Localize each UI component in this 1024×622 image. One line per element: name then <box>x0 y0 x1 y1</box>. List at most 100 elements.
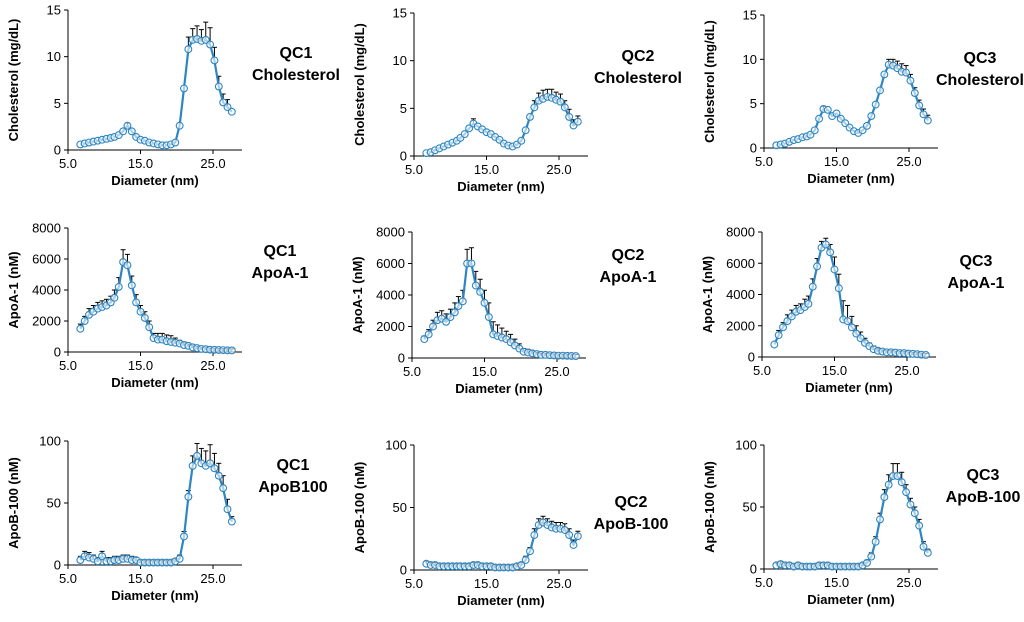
data-point <box>223 103 232 112</box>
data-point <box>484 313 493 321</box>
y-tick-label: 2000 <box>376 319 405 334</box>
data-point <box>774 331 783 340</box>
data-point <box>123 121 132 130</box>
y-tick-label: 0 <box>54 558 61 573</box>
y-tick-label: 100 <box>39 434 61 449</box>
data-point <box>93 557 102 566</box>
data-point <box>556 97 565 106</box>
data-point <box>132 298 141 307</box>
x-tick-label: 15.0 <box>474 576 499 591</box>
y-tick-label: 0 <box>750 141 757 156</box>
y-tick-label: 15 <box>743 8 757 23</box>
data-point <box>893 472 902 480</box>
y-tick-label: 2000 <box>32 314 61 329</box>
y-tick-label: 8000 <box>726 225 755 240</box>
data-point <box>910 89 919 97</box>
data-point <box>821 240 830 249</box>
x-tick-label: 25.0 <box>546 576 571 591</box>
y-axis-label: ApoB-100 (nM) <box>6 457 21 549</box>
data-point <box>460 130 469 139</box>
data-point <box>206 459 215 468</box>
data-point <box>442 317 451 326</box>
data-point <box>810 126 819 135</box>
data-point <box>521 126 530 135</box>
data-point <box>471 281 480 290</box>
x-axis-label: Diameter (nm) <box>457 179 544 194</box>
y-tick-label: 4000 <box>376 288 405 303</box>
data-point <box>201 35 210 44</box>
data-point <box>171 138 180 147</box>
y-tick-label: 4000 <box>32 283 61 298</box>
data-point <box>867 112 876 121</box>
x-tick-label: 25.0 <box>546 162 571 177</box>
data-point <box>783 317 792 326</box>
data-point <box>145 323 154 332</box>
y-tick-label: 10 <box>393 53 407 68</box>
data-point <box>521 556 530 564</box>
data-point <box>465 124 474 133</box>
x-tick-label: 25.0 <box>200 358 225 373</box>
x-tick-label: 25.0 <box>896 575 921 590</box>
data-point <box>897 478 906 487</box>
y-tick-label: 15 <box>47 3 61 18</box>
panel-annotation: QC2 <box>622 48 655 65</box>
x-axis-label: Diameter (nm) <box>111 588 198 603</box>
x-tick-label: 15.0 <box>128 156 153 171</box>
panel-annotation: Cholesterol <box>252 67 340 84</box>
x-tick-label: 5.0 <box>755 575 773 590</box>
data-point <box>530 531 539 539</box>
data-point <box>219 98 228 107</box>
y-tick-label: 6000 <box>376 256 405 271</box>
y-tick-label: 0 <box>400 563 407 578</box>
y-tick-label: 4000 <box>726 287 755 302</box>
data-point <box>480 298 489 307</box>
x-tick-label: 5.0 <box>405 576 423 591</box>
data-point <box>184 45 193 54</box>
data-point <box>206 40 215 49</box>
data-point <box>530 103 539 112</box>
y-tick-label: 15 <box>393 6 407 21</box>
x-axis-label: Diameter (nm) <box>111 173 198 188</box>
data-point <box>450 308 459 317</box>
data-point <box>830 265 839 274</box>
y-tick-label: 0 <box>400 149 407 164</box>
y-axis-label: Cholesterol (mg/dL) <box>352 23 367 146</box>
y-tick-label: 10 <box>47 49 61 64</box>
y-tick-label: 50 <box>393 500 407 515</box>
data-point <box>823 105 832 114</box>
data-point <box>136 307 145 316</box>
data-point <box>184 492 193 501</box>
data-point <box>876 515 884 524</box>
data-point <box>862 558 871 567</box>
y-tick-label: 0 <box>398 351 405 366</box>
data-point <box>420 335 429 344</box>
data-point <box>114 282 123 291</box>
data-point <box>921 351 930 359</box>
data-point <box>517 561 526 569</box>
data-point <box>923 116 932 125</box>
data-point <box>223 505 232 514</box>
y-axis-label: Cholesterol (mg/dL) <box>702 20 717 143</box>
data-point <box>569 541 578 549</box>
data-point <box>560 526 569 534</box>
data-point <box>813 262 822 271</box>
y-axis-label: Cholesterol (mg/dL) <box>6 19 21 142</box>
x-tick-label: 5.0 <box>59 571 77 586</box>
data-point <box>919 542 928 551</box>
data-point <box>214 471 223 480</box>
x-axis-label: Diameter (nm) <box>805 380 892 395</box>
data-point <box>76 324 85 333</box>
data-point <box>526 547 534 556</box>
data-point <box>826 248 835 257</box>
data-point <box>517 136 526 145</box>
x-tick-label: 5.0 <box>403 364 421 379</box>
data-point <box>188 461 197 470</box>
data-point <box>834 284 843 293</box>
x-tick-label: 15.0 <box>824 575 849 590</box>
data-point <box>210 56 219 65</box>
data-point <box>476 287 485 296</box>
series-line <box>423 262 576 358</box>
data-point <box>454 302 463 310</box>
x-axis-label: Diameter (nm) <box>807 171 894 186</box>
